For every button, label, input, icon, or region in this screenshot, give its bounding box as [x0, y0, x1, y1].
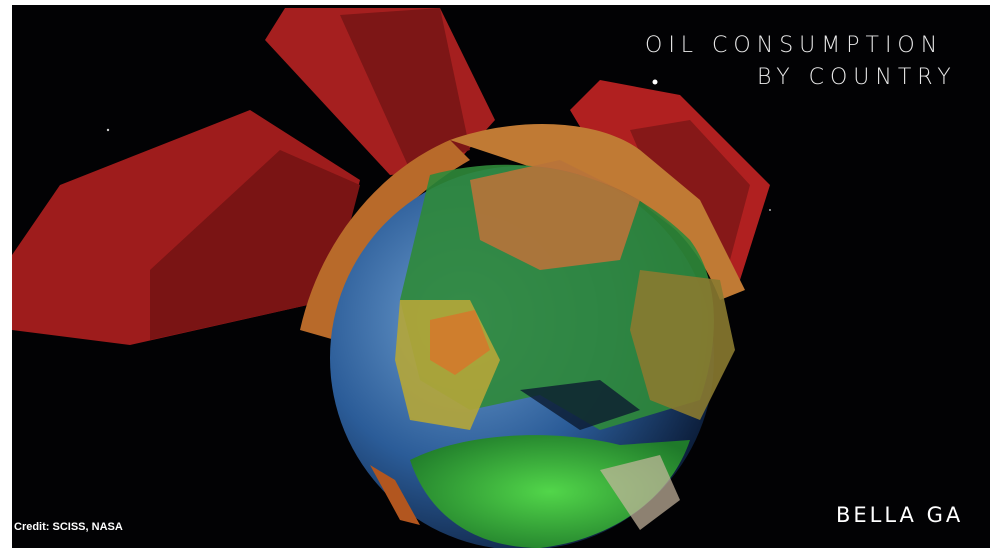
- subtitle: BY COUNTRY: [757, 65, 957, 90]
- sea: [520, 380, 640, 430]
- land-region: [410, 435, 690, 548]
- land-region: [430, 310, 490, 375]
- extrusion: [340, 8, 470, 170]
- extrusion: [370, 465, 420, 525]
- land-region: [470, 160, 640, 270]
- desert: [600, 455, 680, 530]
- scene: OIL CONSUMPTION BY COUNTRY Credit: SCISS…: [12, 5, 990, 548]
- star: [769, 209, 771, 211]
- land-region: [630, 270, 735, 420]
- star: [652, 79, 658, 85]
- extrusion: [630, 120, 750, 260]
- extrusion: [150, 150, 360, 340]
- star: [106, 128, 110, 132]
- credit: Credit: SCISS, NASA: [14, 521, 123, 533]
- watermark: BELLA GA: [836, 503, 963, 527]
- title: OIL CONSUMPTION: [645, 33, 943, 58]
